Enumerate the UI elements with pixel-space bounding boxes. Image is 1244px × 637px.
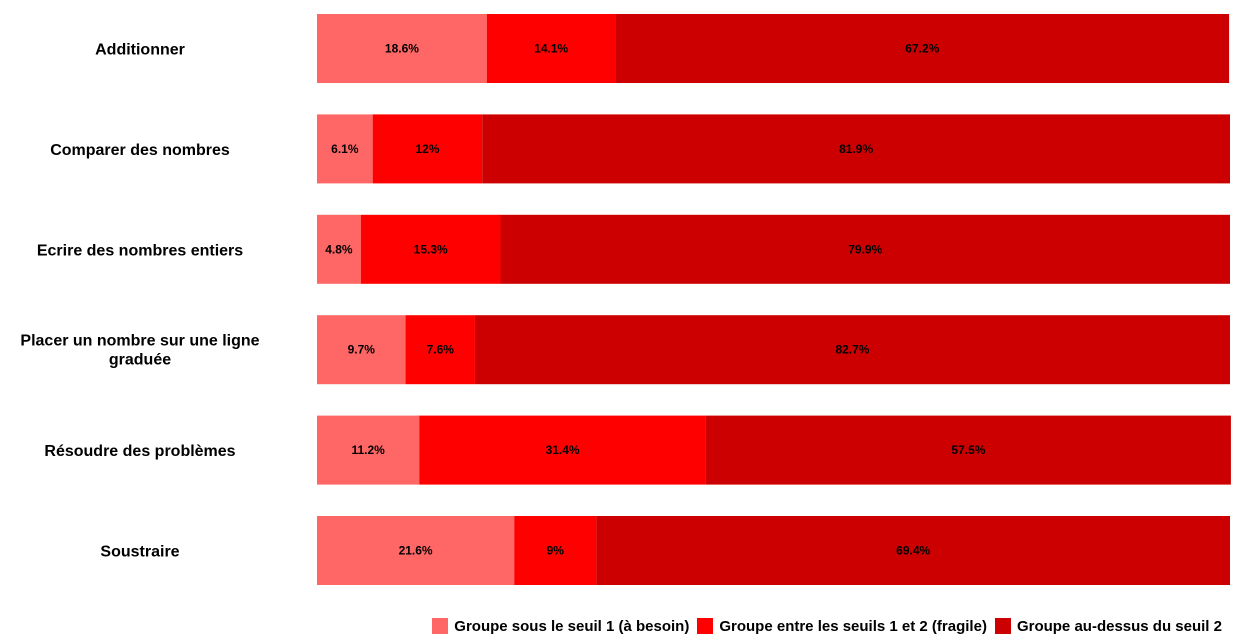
bar-segment-between-thresholds-comparer-des-nombres (372, 114, 483, 184)
legend: Groupe sous le seuil 1 (à besoin) Groupe… (0, 616, 1244, 636)
bar-segment-between-thresholds-soustraire (514, 516, 597, 585)
bar-segment-below-threshold-1-ecrire-des-nombres-entiers (317, 214, 361, 284)
data-label-between-thresholds-comparer-des-nombres: 12% (415, 142, 439, 156)
data-label-below-threshold-1-placer-un-nombre-sur-une-ligne-graduee: 9.7% (348, 343, 376, 357)
data-label-above-threshold-2-comparer-des-nombres: 81.9% (839, 142, 873, 156)
category-label-ecrire-des-nombres-entiers: Ecrire des nombres entiers (37, 242, 243, 259)
data-label-between-thresholds-additionner: 14.1% (534, 42, 568, 56)
category-label-additionner: Additionner (95, 42, 185, 59)
category-label-resoudre-des-problemes: Résoudre des problèmes (44, 443, 235, 460)
data-label-below-threshold-1-soustraire: 21.6% (399, 544, 433, 558)
bar-segment-above-threshold-2-resoudre-des-problemes (705, 415, 1231, 485)
bar-segment-above-threshold-2-additionner (615, 14, 1230, 83)
bar-segment-above-threshold-2-placer-un-nombre-sur-une-ligne-graduee (474, 315, 1231, 385)
legend-swatch-above-threshold-2 (994, 618, 1011, 634)
data-label-between-thresholds-soustraire: 9% (547, 544, 565, 558)
data-label-above-threshold-2-resoudre-des-problemes: 57.5% (951, 443, 985, 457)
bar-segment-below-threshold-1-placer-un-nombre-sur-une-ligne-graduee (317, 315, 406, 385)
bar-segment-between-thresholds-placer-un-nombre-sur-une-ligne-graduee (405, 315, 475, 385)
data-label-below-threshold-1-resoudre-des-problemes: 11.2% (351, 443, 385, 457)
data-label-below-threshold-1-additionner: 18.6% (385, 42, 419, 56)
legend-swatch-below-threshold-1 (432, 618, 449, 634)
legend-item-below-threshold-1: Groupe sous le seuil 1 (à besoin) (432, 618, 689, 635)
stacked-bar-chart: Additionner 18.6% 14.1% 67.2% Comparer des n… (20, 14, 1231, 585)
data-label-below-threshold-1-ecrire-des-nombres-entiers: 4.8% (325, 242, 353, 256)
category-label-soustraire: Soustraire (100, 544, 179, 561)
bar-segment-between-thresholds-resoudre-des-problemes (419, 415, 706, 485)
bar-segment-below-threshold-1-soustraire (317, 516, 515, 585)
legend-item-between-thresholds: Groupe entre les seuils 1 et 2 (fragile) (697, 618, 987, 635)
bar-segment-above-threshold-2-ecrire-des-nombres-entiers (500, 214, 1230, 284)
data-label-between-thresholds-ecrire-des-nombres-entiers: 15.3% (414, 242, 448, 256)
category-label-placer-un-nombre-sur-une-ligne-graduee: Placer un nombre sur une ligne graduée (20, 333, 259, 369)
data-label-above-threshold-2-soustraire: 69.4% (896, 544, 930, 558)
legend-label-above-threshold-2: Groupe au-dessus du seuil 2 (1016, 617, 1222, 635)
data-label-below-threshold-1-comparer-des-nombres: 6.1% (331, 142, 359, 156)
bar-segment-below-threshold-1-comparer-des-nombres (317, 114, 373, 184)
bar-segment-below-threshold-1-resoudre-des-problemes (317, 415, 420, 485)
data-label-above-threshold-2-ecrire-des-nombres-entiers: 79.9% (848, 242, 882, 256)
category-label-comparer-des-nombres: Comparer des nombres (50, 142, 230, 159)
data-label-above-threshold-2-placer-un-nombre-sur-une-ligne-graduee: 82.7% (835, 343, 869, 357)
legend-swatch-between-thresholds (697, 618, 714, 634)
legend-label-below-threshold-1: Groupe sous le seuil 1 (à besoin) (454, 617, 690, 635)
legend-label-between-thresholds: Groupe entre les seuils 1 et 2 (fragile) (719, 617, 987, 635)
bar-segment-below-threshold-1-additionner (317, 14, 487, 83)
legend-item-above-threshold-2: Groupe au-dessus du seuil 2 (994, 617, 1222, 635)
bar-segment-above-threshold-2-comparer-des-nombres (482, 114, 1230, 184)
data-label-above-threshold-2-additionner: 67.2% (905, 42, 939, 56)
bar-segment-above-threshold-2-soustraire (596, 516, 1230, 585)
data-label-between-thresholds-placer-un-nombre-sur-une-ligne-graduee: 7.6% (427, 343, 455, 357)
bar-segment-between-thresholds-ecrire-des-nombres-entiers (360, 214, 501, 284)
data-label-between-thresholds-resoudre-des-problemes: 31.4% (546, 443, 580, 457)
bar-segment-between-thresholds-additionner (486, 14, 616, 83)
